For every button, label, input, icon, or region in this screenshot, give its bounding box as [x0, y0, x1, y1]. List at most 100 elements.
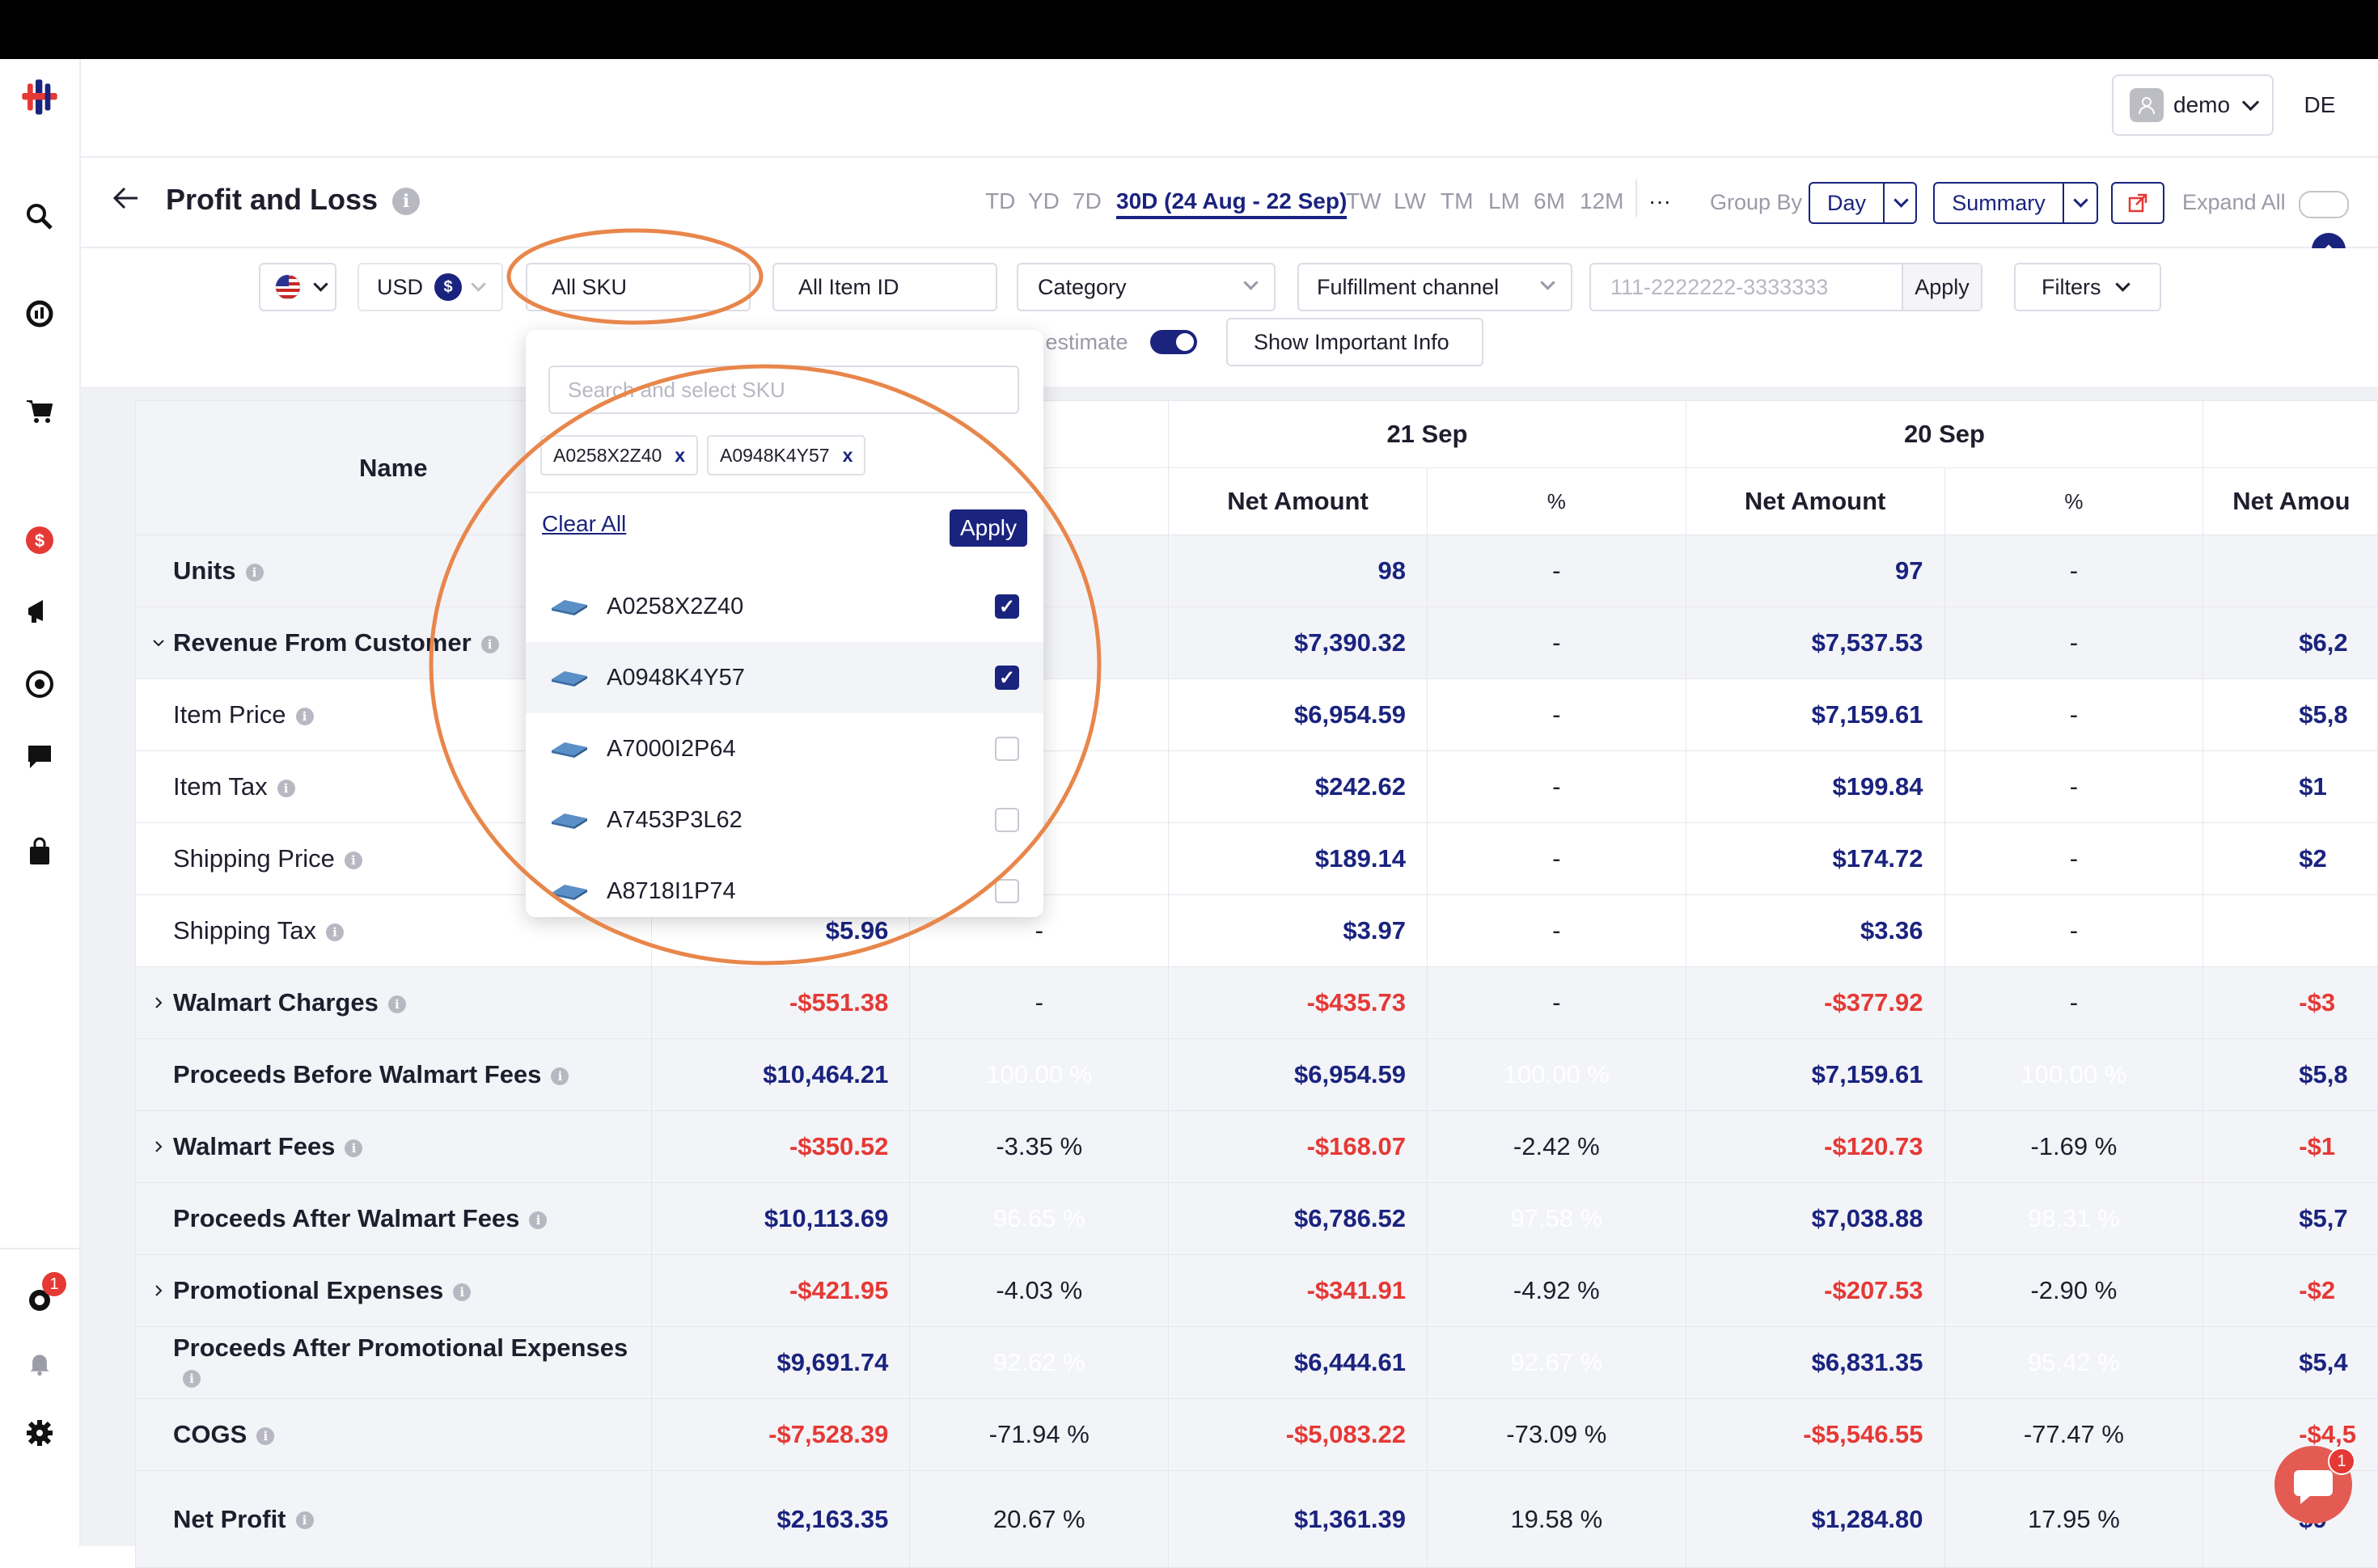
sku-option[interactable]: A7000I2P64 — [526, 713, 1043, 784]
row-name[interactable]: Walmart Charges i — [135, 966, 652, 1039]
filters-button[interactable]: Filters — [2014, 263, 2161, 311]
estimate-toggle[interactable] — [1150, 330, 1197, 354]
important-info-label: Show Important Info — [1254, 329, 1449, 354]
info-icon[interactable]: i — [256, 1426, 275, 1445]
cart-icon[interactable] — [19, 391, 60, 431]
sku-option[interactable]: A0258X2Z40 ✓ — [526, 571, 1043, 642]
chevron-right-icon[interactable] — [150, 988, 167, 1017]
marketplace-select[interactable] — [259, 263, 336, 311]
checkbox-icon[interactable] — [995, 808, 1019, 832]
group-by-select[interactable]: Day — [1809, 182, 1917, 224]
export-button[interactable] — [2111, 182, 2164, 224]
show-important-info-button[interactable]: Show Important Info — [1226, 318, 1483, 366]
percent-cell: 92.67 % — [1426, 1326, 1686, 1399]
info-icon[interactable]: i — [245, 563, 264, 581]
remove-chip-icon[interactable]: x — [675, 444, 686, 466]
range-6m[interactable]: 6M — [1534, 188, 1565, 213]
checkbox-icon[interactable] — [995, 879, 1019, 903]
net-amount-cell: $5,7 — [2202, 1182, 2378, 1255]
range-lw[interactable]: LW — [1394, 188, 1426, 213]
sku-search-input[interactable]: Search and select SKU — [548, 366, 1019, 414]
net-amount-cell: $1,284.80 — [1685, 1470, 1945, 1568]
item-id-value: All Item ID — [798, 274, 899, 299]
item-id-select[interactable]: All Item ID — [772, 263, 997, 311]
checkbox-checked-icon[interactable]: ✓ — [995, 594, 1019, 619]
sku-option[interactable]: A0948K4Y57 ✓ — [526, 642, 1043, 713]
net-amount-cell: $199.84 — [1685, 750, 1945, 823]
currency-select[interactable]: USD $ — [358, 263, 503, 311]
remove-chip-icon[interactable]: x — [842, 444, 853, 466]
target-icon[interactable] — [19, 664, 60, 704]
percent-cell: 95.42 % — [1944, 1326, 2204, 1399]
info-icon[interactable]: i — [453, 1283, 472, 1301]
info-icon[interactable]: i — [529, 1211, 548, 1229]
sku-chip-label: A0258X2Z40 — [553, 444, 662, 466]
net-amount-header: Net Amount — [1168, 467, 1428, 535]
chevron-right-icon[interactable] — [150, 1276, 167, 1305]
row-name[interactable]: Promotional Expenses i — [135, 1254, 652, 1327]
info-icon[interactable]: i — [325, 923, 344, 941]
dollar-icon[interactable]: $ — [19, 520, 60, 560]
currency-symbol: $ — [434, 273, 463, 301]
percent-cell: -77.47 % — [1944, 1398, 2204, 1471]
info-icon[interactable]: i — [344, 851, 362, 869]
user-menu-button[interactable]: demo — [2112, 74, 2274, 136]
info-icon[interactable]: i — [295, 1511, 314, 1530]
megaphone-icon[interactable] — [19, 591, 60, 632]
dashboard-icon[interactable] — [19, 294, 60, 334]
range-7d[interactable]: 7D — [1073, 188, 1102, 213]
settings-gear-icon[interactable] — [19, 1413, 60, 1453]
category-select[interactable]: Category — [1017, 263, 1276, 311]
percent-cell: - — [1426, 535, 1686, 607]
row-name[interactable]: Walmart Fees i — [135, 1110, 652, 1183]
range-lm[interactable]: LM — [1488, 188, 1520, 213]
bell-icon[interactable] — [19, 1343, 60, 1384]
view-select[interactable]: Summary — [1933, 182, 2098, 224]
order-apply-button[interactable]: Apply — [1902, 264, 1981, 310]
search-analytics-icon[interactable] — [19, 197, 60, 237]
checkbox-icon[interactable] — [995, 737, 1019, 761]
info-icon[interactable]: i — [183, 1369, 201, 1388]
info-icon[interactable]: i — [345, 1139, 363, 1157]
percent-cell: 100.00 % — [1944, 1038, 2204, 1111]
clear-all-link[interactable]: Clear All — [542, 511, 627, 536]
info-icon[interactable]: i — [551, 1067, 569, 1085]
sku-option[interactable]: A7453P3L62 — [526, 784, 1043, 856]
checkbox-checked-icon[interactable]: ✓ — [995, 666, 1019, 690]
range-12m[interactable]: 12M — [1580, 188, 1624, 213]
page-title: Profit and Loss i — [166, 183, 421, 217]
net-amount-cell: -$120.73 — [1685, 1110, 1945, 1183]
chevron-right-icon[interactable] — [150, 1132, 167, 1161]
sku-select[interactable]: All SKU — [526, 263, 751, 311]
info-icon[interactable]: i — [480, 635, 499, 653]
notifications-feed-icon[interactable] — [19, 1278, 60, 1319]
sku-option[interactable]: A8718I1P74 — [526, 856, 1043, 927]
app-logo[interactable] — [19, 77, 60, 117]
info-icon[interactable]: i — [392, 188, 421, 216]
range-more[interactable]: ··· — [1648, 188, 1671, 213]
range-td[interactable]: TD — [985, 188, 1016, 213]
sku-option-label: A7000I2P64 — [607, 735, 736, 762]
net-amount-cell: $3.97 — [1168, 894, 1428, 967]
range-30d[interactable]: 30D (24 Aug - 22 Sep) — [1116, 188, 1348, 219]
user-initials[interactable]: DE — [2304, 92, 2336, 117]
info-icon[interactable]: i — [387, 995, 406, 1013]
shopping-bag-icon[interactable] — [19, 831, 60, 872]
range-tw[interactable]: TW — [1346, 188, 1382, 213]
chevron-down-icon[interactable] — [150, 628, 167, 657]
sku-apply-button[interactable]: Apply — [950, 509, 1027, 547]
net-amount-cell: -$168.07 — [1168, 1110, 1428, 1183]
sku-search-placeholder: Search and select SKU — [568, 377, 785, 402]
chevron-down-icon — [2073, 192, 2088, 208]
info-icon[interactable]: i — [295, 707, 314, 725]
sku-option-label: A7453P3L62 — [607, 806, 743, 833]
expand-all-toggle[interactable] — [2299, 191, 2349, 218]
range-yd[interactable]: YD — [1028, 188, 1060, 213]
back-arrow-icon[interactable] — [112, 184, 139, 219]
net-amount-cell: $5,8 — [2202, 678, 2378, 751]
order-id-field[interactable]: 111-2222222-3333333 Apply — [1589, 263, 1982, 311]
fulfillment-select[interactable]: Fulfillment channel — [1297, 263, 1572, 311]
message-icon[interactable] — [19, 737, 60, 777]
range-tm[interactable]: TM — [1441, 188, 1474, 213]
info-icon[interactable]: i — [277, 779, 295, 797]
